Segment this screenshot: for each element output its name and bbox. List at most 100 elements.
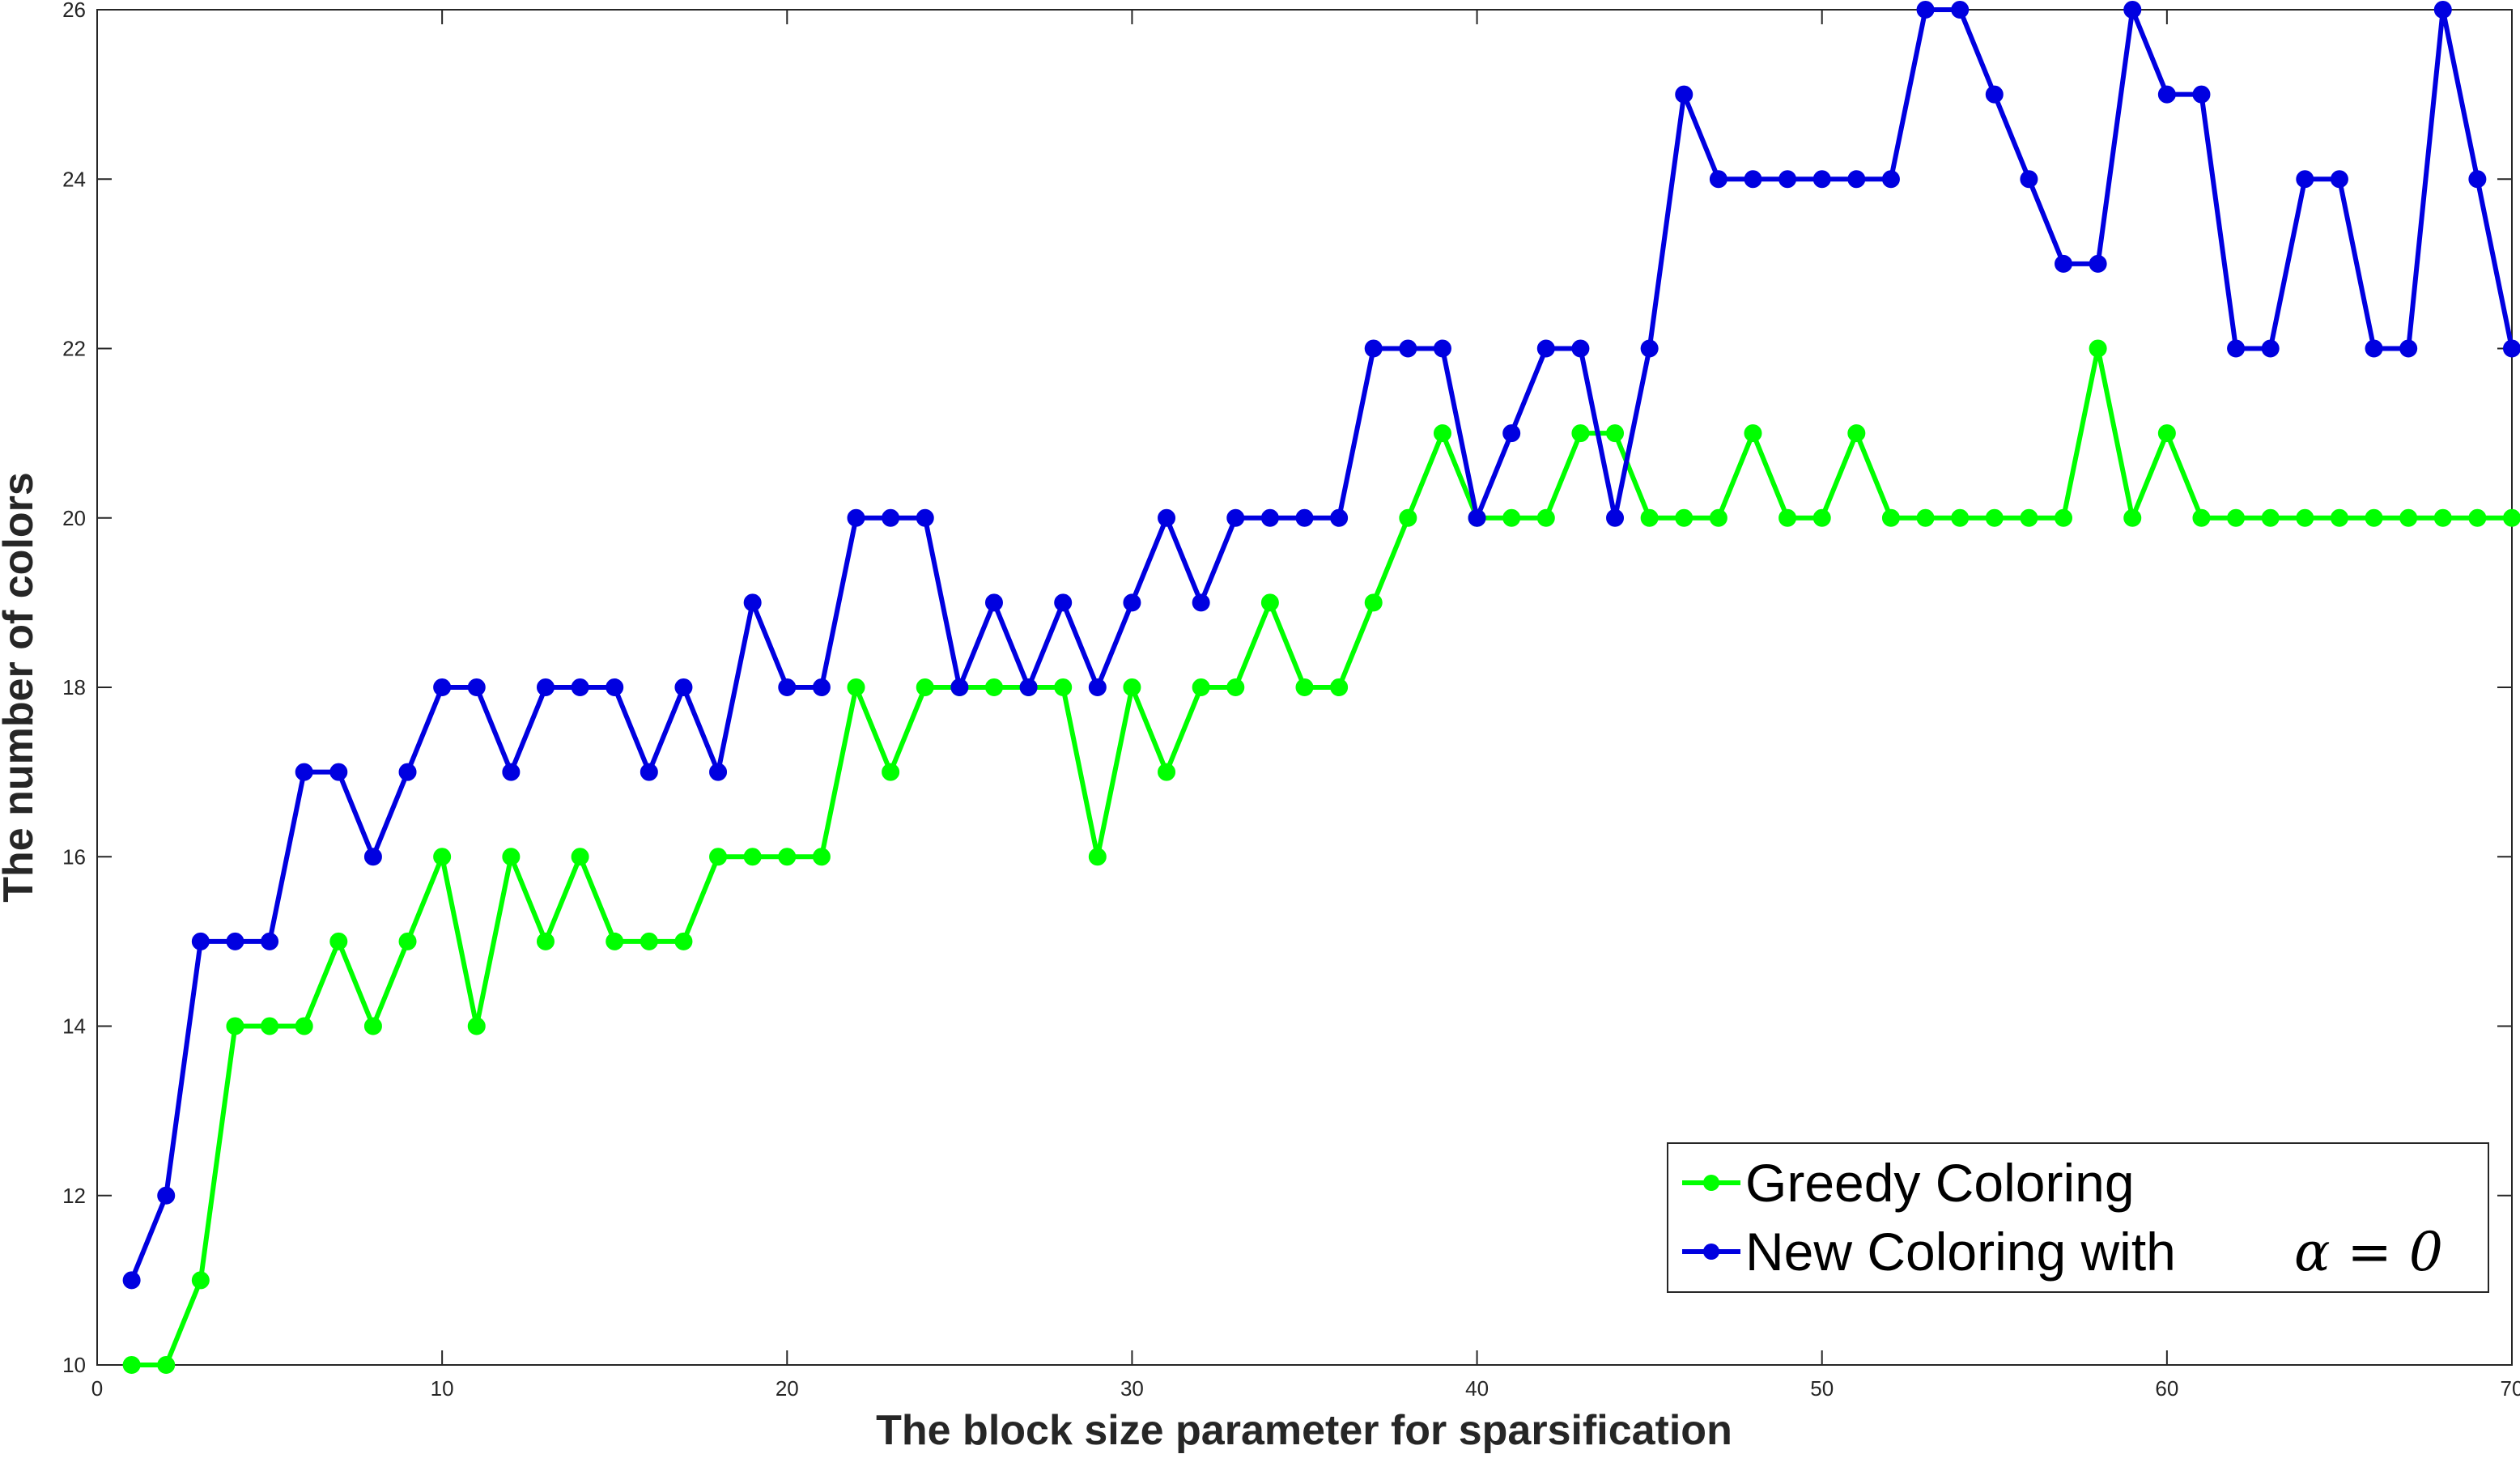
data-point (950, 678, 969, 696)
data-point (1502, 424, 1521, 443)
data-point (1985, 508, 2004, 527)
data-point (1881, 170, 1900, 189)
data-point (984, 593, 1003, 612)
data-point (329, 763, 348, 781)
data-point (640, 763, 658, 781)
data-point (1260, 508, 1279, 527)
data-point (812, 678, 831, 696)
legend-entry-new: New Coloring with α = 0 (1682, 1221, 2443, 1283)
legend-marker-0 (1703, 1175, 1719, 1191)
data-point (502, 763, 521, 781)
data-point (2365, 339, 2383, 358)
data-point (2433, 508, 2452, 527)
data-point (674, 678, 693, 696)
data-point (1260, 593, 1279, 612)
data-point (1951, 508, 1970, 527)
data-point (1054, 593, 1073, 612)
data-point (882, 508, 900, 527)
y-tick-label: 20 (62, 506, 86, 530)
data-point (847, 678, 865, 696)
series-0 (122, 339, 2520, 1374)
data-point (1364, 593, 1383, 612)
data-point (778, 848, 797, 866)
y-tick-label: 24 (62, 167, 86, 191)
legend-label-greedy: Greedy Coloring (1745, 1153, 2135, 1213)
data-point (295, 1017, 313, 1035)
data-point (433, 848, 452, 866)
data-point (709, 848, 728, 866)
data-point (1951, 1, 1970, 19)
data-point (433, 678, 452, 696)
data-point (2399, 508, 2418, 527)
x-tick-label: 70 (2501, 1376, 2520, 1401)
data-point (2399, 339, 2418, 358)
data-point (1330, 508, 1349, 527)
y-tick-label: 16 (62, 844, 86, 869)
series-line-0 (131, 346, 2512, 1367)
data-point (122, 1271, 141, 1290)
data-point (1606, 508, 1625, 527)
data-point (1226, 508, 1245, 527)
data-point (2020, 170, 2038, 189)
data-point (1295, 508, 1314, 527)
data-point (2503, 508, 2520, 527)
data-point (398, 932, 417, 950)
legend: Greedy Coloring New Coloring with α = 0 (1667, 1142, 2489, 1293)
y-tick-label: 22 (62, 337, 86, 361)
data-point (1778, 508, 1797, 527)
legend-label-alpha: α = 0 (2294, 1221, 2443, 1283)
data-point (1812, 508, 1831, 527)
data-point (916, 508, 934, 527)
data-point (1847, 170, 1866, 189)
data-point (2261, 508, 2280, 527)
data-point (674, 932, 693, 950)
y-tick-label: 26 (62, 0, 86, 22)
data-point (1744, 170, 1762, 189)
y-axis-label: The number of colors (0, 472, 42, 903)
data-point (398, 763, 417, 781)
data-point (1536, 339, 1555, 358)
data-point (2365, 508, 2383, 527)
data-point (2261, 339, 2280, 358)
legend-marker-1 (1703, 1244, 1719, 1260)
data-point (2330, 508, 2348, 527)
data-point (261, 932, 279, 950)
x-tick-label: 50 (1810, 1376, 1834, 1401)
data-point (1433, 424, 1451, 443)
data-point (1744, 424, 1762, 443)
data-point (1536, 508, 1555, 527)
data-point (1399, 339, 1417, 358)
y-tick-label: 12 (62, 1184, 86, 1208)
data-point (812, 848, 831, 866)
data-point (191, 932, 210, 950)
y-tick-label: 10 (62, 1353, 86, 1377)
data-point (1364, 339, 1383, 358)
data-point (363, 848, 382, 866)
data-point (1985, 85, 2004, 104)
data-point (467, 1017, 486, 1035)
data-point (2157, 85, 2176, 104)
data-point (536, 678, 555, 696)
data-point (502, 848, 521, 866)
y-tick-label: 18 (62, 675, 86, 699)
data-point (1778, 170, 1797, 189)
data-point (122, 1356, 141, 1374)
data-point (1640, 508, 1659, 527)
data-point (984, 678, 1003, 696)
data-point (1019, 678, 1038, 696)
data-point (1847, 424, 1866, 443)
x-tick-label: 20 (776, 1376, 799, 1401)
data-point (2089, 254, 2107, 273)
y-tick-label: 14 (62, 1014, 86, 1039)
data-point (1330, 678, 1349, 696)
data-point (295, 763, 313, 781)
data-point (1571, 339, 1590, 358)
data-point (571, 678, 589, 696)
data-point (2089, 339, 2107, 358)
data-point (778, 678, 797, 696)
data-point (1571, 424, 1590, 443)
data-point (1812, 170, 1831, 189)
legend-label-new: New Coloring with (1745, 1222, 2176, 1282)
data-point (2296, 170, 2314, 189)
data-point (1054, 678, 1073, 696)
